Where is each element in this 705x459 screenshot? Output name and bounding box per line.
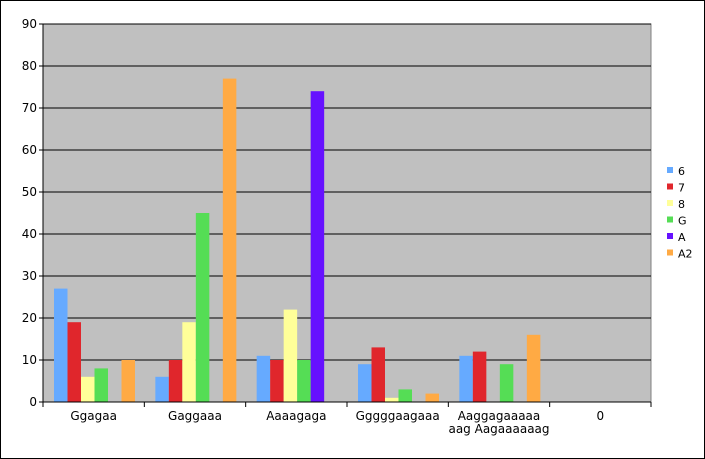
legend: 6 7 8 GA A2: [667, 165, 693, 261]
legend-label: 6: [678, 165, 685, 178]
y-tick-label: 10: [22, 353, 37, 367]
axes: [39, 23, 652, 407]
x-tick-label: aag Aagaaaaaag: [448, 422, 549, 436]
y-tick-label: 50: [22, 185, 37, 199]
bar: [297, 360, 311, 402]
legend-swatch: [667, 167, 673, 173]
y-tick-labels: 0 10 20 30 40 50 60 70 80 90: [22, 17, 37, 409]
bar: [398, 389, 412, 402]
bar: [371, 347, 385, 402]
x-tick-label: Aaaagaga: [266, 409, 326, 423]
y-tick-label: 0: [29, 395, 37, 409]
bar: [425, 393, 439, 402]
y-tick-label: 40: [22, 227, 37, 241]
bar: [459, 355, 473, 402]
bar: [94, 368, 108, 402]
legend-label: 7: [678, 182, 685, 195]
x-tick-labels: Ggagaa Gaggaaa Aaaagaga Gggggaagaaa Aaggagaa…: [70, 409, 604, 436]
y-tick-label: 60: [22, 143, 37, 157]
bar: [499, 364, 514, 402]
bar: [54, 288, 68, 402]
legend-swatch: [667, 249, 673, 256]
legend-label: A: [678, 231, 686, 244]
bar: [121, 360, 135, 402]
bars: [54, 78, 541, 402]
y-tick-label: 70: [22, 101, 37, 115]
plot-area: [42, 23, 652, 403]
y-tick-label: 90: [22, 17, 37, 31]
legend-label: A2: [678, 248, 693, 261]
bar: [182, 322, 196, 402]
y-tick-label: 80: [22, 59, 37, 73]
legend-swatch: [667, 233, 673, 239]
bar: [270, 360, 284, 402]
x-tick-label: 0: [597, 409, 605, 423]
legend-swatch: [667, 200, 673, 206]
bar: [67, 322, 81, 402]
bar: [385, 397, 399, 402]
legend-swatch: [667, 216, 673, 223]
bar: [155, 376, 169, 402]
y-tick-label: 20: [22, 311, 37, 325]
bar: [358, 364, 372, 402]
bar: [222, 78, 237, 402]
legend-swatch: [667, 183, 673, 190]
bar: [81, 376, 95, 402]
x-tick-label: Ggagaa: [70, 409, 117, 423]
bar: [472, 351, 487, 402]
legend-label: G: [678, 215, 687, 228]
bar: [195, 213, 210, 402]
x-tick-label: Gaggaaa: [168, 409, 222, 423]
y-tick-label: 30: [22, 269, 37, 283]
legend-label: 8: [678, 198, 685, 211]
bar: [256, 355, 271, 402]
bar: [168, 360, 183, 402]
bar: [283, 309, 298, 402]
x-tick-label: Gggggaagaaa: [356, 409, 440, 423]
x-tick-label: Aaggagaaaaa: [458, 409, 541, 423]
bar: [526, 334, 541, 402]
gridlines: [43, 23, 651, 361]
bar: [310, 91, 325, 402]
